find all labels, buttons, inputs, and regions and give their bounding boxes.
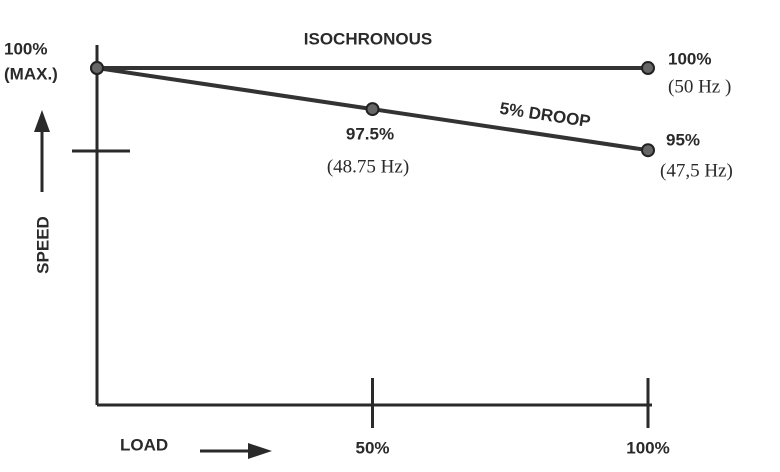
point	[90, 61, 104, 76]
value-label: 100%	[668, 49, 711, 68]
point	[365, 102, 380, 117]
x-axis-title: LOAD	[120, 435, 168, 454]
sub-label: (47,5 Hz)	[660, 160, 733, 181]
x-tick-label: 100%	[626, 438, 669, 457]
value-label: 95%	[666, 130, 700, 149]
value-label: 100%	[4, 39, 47, 58]
series-name: ISOCHRONOUS	[304, 29, 432, 48]
point	[641, 143, 655, 158]
series-name: 5% DROOP	[498, 99, 591, 131]
y-arrow	[34, 110, 50, 192]
x-tick-label: 50%	[355, 438, 389, 457]
value-label: 97.5%	[346, 124, 394, 143]
x-arrow	[200, 443, 272, 459]
sub-label: (MAX.)	[4, 64, 58, 83]
sub-label: (50 Hz )	[668, 76, 731, 97]
sub-label: (48.75 Hz)	[327, 156, 409, 177]
point	[641, 61, 655, 76]
y-axis-title: SPEED	[33, 216, 52, 274]
